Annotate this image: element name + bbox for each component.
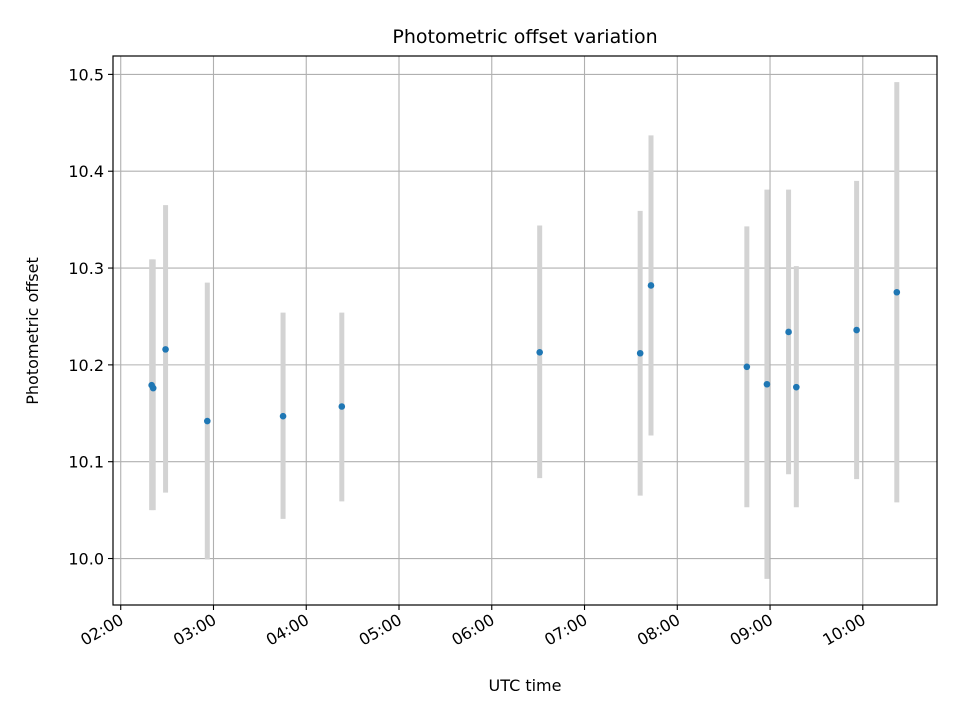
data-point [279, 412, 287, 420]
grid [113, 56, 937, 605]
y-tick-label: 10.3 [68, 259, 104, 278]
y-tick-label: 10.5 [68, 65, 104, 84]
data-point [338, 403, 346, 410]
data-point [793, 383, 800, 391]
data-point [763, 380, 771, 388]
y-tick-label: 10.1 [68, 453, 104, 472]
chart-title: Photometric offset variation [392, 26, 657, 48]
y-tick-label: 10.4 [68, 162, 104, 181]
y-axis-label: Photometric offset [23, 257, 42, 405]
data-point [893, 288, 901, 296]
data-points [148, 282, 901, 425]
y-tick-label: 10.2 [68, 356, 104, 375]
data-point [149, 384, 157, 392]
data-point [785, 328, 792, 336]
data-point [853, 326, 860, 334]
x-axis-label: UTC time [489, 676, 562, 695]
data-point [162, 346, 169, 353]
y-axis-ticks: 10.0 10.1 10.2 10.3 10.4 10.5 [68, 65, 113, 569]
y-tick-label: 10.0 [68, 550, 104, 569]
data-point [204, 417, 211, 425]
data-point [536, 348, 543, 356]
data-point [647, 282, 655, 289]
plot-frame [112, 55, 938, 606]
data-point [743, 363, 751, 371]
data-point [636, 349, 644, 357]
